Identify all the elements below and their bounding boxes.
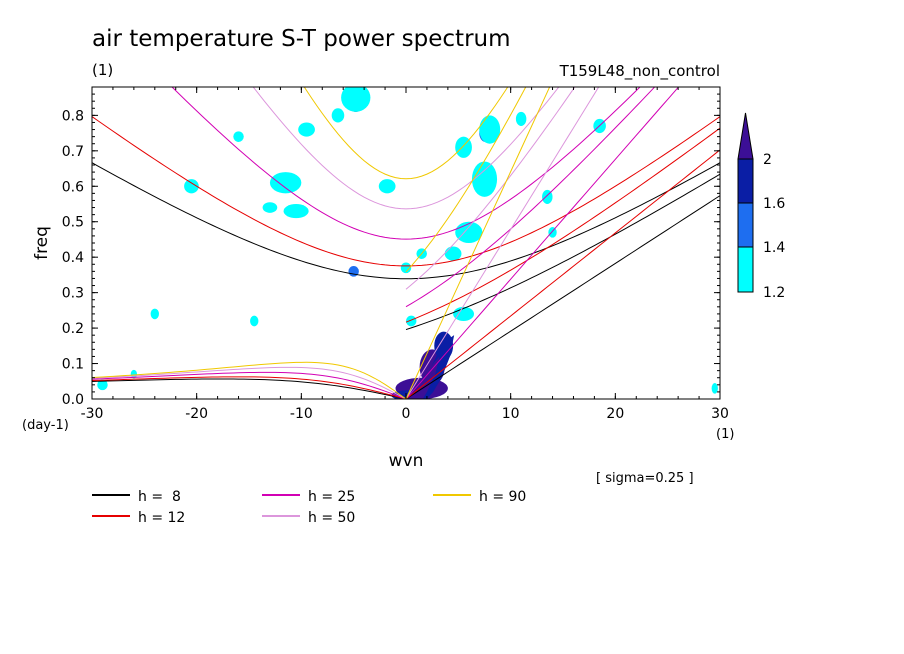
dispersion-curve <box>405 87 680 399</box>
colorbar-label: 1.6 <box>763 196 785 212</box>
significance-patch <box>444 246 462 261</box>
dispersion-curve <box>405 87 600 399</box>
y-unit-label: (day-1) <box>22 418 69 433</box>
x-tick-label: 0 <box>402 406 411 422</box>
legend-label: h = 8 <box>138 489 181 505</box>
significance-patch <box>298 122 315 137</box>
dispersion-curve <box>405 127 720 323</box>
significance-patch <box>455 221 483 243</box>
x-tick-label: 30 <box>711 406 729 422</box>
significance-patch <box>515 111 527 126</box>
significance-patch <box>331 108 345 123</box>
significance-patch <box>250 315 259 327</box>
sigma-note: [ sigma=0.25 ] <box>596 471 694 486</box>
dispersion-curve <box>405 149 720 399</box>
significance-patch <box>548 227 557 238</box>
dispersion-curve <box>92 366 407 399</box>
dispersion-curve <box>405 87 527 273</box>
dispersion-curve <box>303 87 509 180</box>
dispersion-curve <box>405 173 720 331</box>
significance-patch <box>406 335 455 399</box>
colorbar-segment <box>737 158 754 204</box>
dispersion-curve <box>405 195 720 399</box>
dispersion-curve <box>171 87 641 240</box>
significance-patch <box>233 131 244 142</box>
significance-patch <box>455 136 472 158</box>
legend-label: h = 12 <box>138 510 185 526</box>
significance-patch <box>471 161 498 197</box>
x-tick-label: 10 <box>502 406 520 422</box>
legend-label: h = 25 <box>308 489 355 505</box>
x-tick-label: 20 <box>606 406 624 422</box>
dispersion-curve <box>92 378 407 399</box>
significance-patch <box>400 262 412 274</box>
x-axis-label: wvn <box>389 451 424 471</box>
significance-patch <box>283 204 309 219</box>
significance-patch <box>184 179 199 194</box>
y-tick-label: 0.8 <box>62 108 84 124</box>
y-tick-label: 0.5 <box>62 215 84 231</box>
y-tick-label: 0.3 <box>62 286 84 302</box>
x-unit-label: (1) <box>716 427 734 442</box>
x-tick-label: -10 <box>290 406 313 422</box>
dispersion-curve <box>405 87 656 308</box>
significance-patch <box>269 172 302 194</box>
y-tick-label: 0.1 <box>62 357 84 373</box>
colorbar-extension <box>737 112 754 160</box>
dispersion-curve <box>405 87 551 399</box>
chart-right-note: T159L48_non_control <box>559 62 720 81</box>
colorbar: 1.2 1.4 1.6 2 <box>737 112 785 301</box>
dispersion-curve <box>252 87 560 210</box>
dispersion-curve <box>92 371 407 399</box>
dispersion-curve <box>92 361 407 399</box>
y-tick-label: 0.2 <box>62 321 84 337</box>
y-tick-label: 0.4 <box>62 250 84 266</box>
significance-patch <box>150 308 159 320</box>
y-tick-label: 0.7 <box>62 144 84 160</box>
significance-patch <box>262 202 278 213</box>
colorbar-label: 1.4 <box>763 240 785 256</box>
legend-label: h = 50 <box>308 510 355 526</box>
significance-regions <box>97 87 718 399</box>
x-tick-label: -20 <box>185 406 208 422</box>
legend-label: h = 90 <box>479 489 526 505</box>
significance-patch <box>479 115 501 144</box>
y-tick-label: 0.6 <box>62 179 84 195</box>
y-axis-label: freq <box>32 226 52 260</box>
x-tick-label: -30 <box>81 406 104 422</box>
colorbar-segment <box>737 246 754 293</box>
significance-patch <box>711 383 718 394</box>
significance-patch <box>341 87 371 112</box>
axis-ticks: -30 -20 -10 0 10 20 30 0.0 0.1 0.2 0.3 0.4 0.5 0.6 0.7… <box>62 87 729 422</box>
dispersion-curve <box>92 376 407 399</box>
colorbar-segment <box>737 202 754 248</box>
significance-patch <box>406 315 417 327</box>
colorbar-label: 2 <box>763 152 772 168</box>
dispersion-curves <box>92 87 720 399</box>
dispersion-curve <box>92 162 720 280</box>
plot-frame <box>91 86 721 400</box>
colorbar-label: 1.2 <box>763 285 785 301</box>
legend: h = 8 h = 12 h = 25 h = 50 h = 90 <box>92 489 526 526</box>
dispersion-curve <box>405 87 576 290</box>
significance-patch <box>97 379 108 391</box>
chart-left-note: (1) <box>92 61 113 79</box>
dispersion-curve <box>92 116 720 267</box>
y-tick-label: 0.0 <box>62 392 84 408</box>
chart-title: air temperature S-T power spectrum <box>92 26 511 52</box>
significance-patch <box>378 179 396 194</box>
